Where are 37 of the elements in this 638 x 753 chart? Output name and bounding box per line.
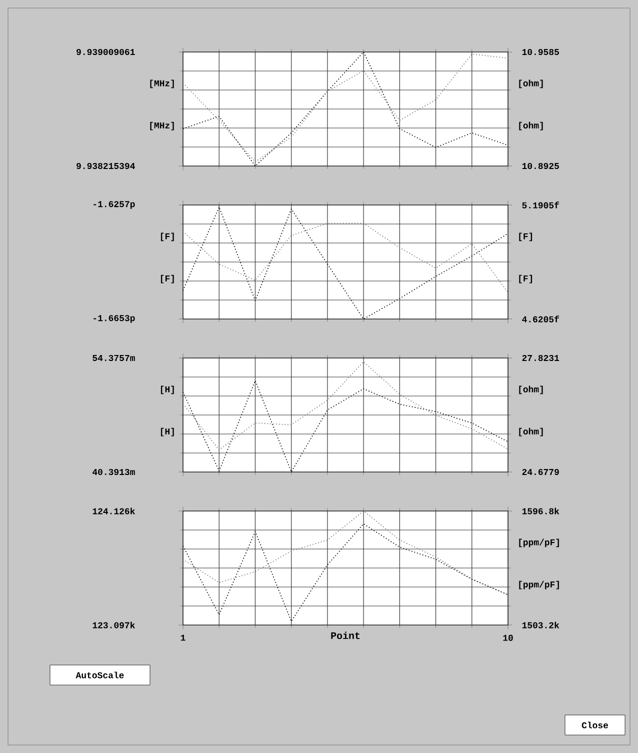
y2-axis-title: [ohm] [519, 80, 543, 88]
text: AutoScale [76, 672, 124, 678]
text: [F] [519, 274, 532, 284]
y-tick-label: 9.938215394 [76, 162, 135, 170]
text: [H] [160, 428, 174, 436]
y2-tick-label: 24.6779 [522, 468, 559, 476]
y-axis-title: [H] [160, 386, 174, 394]
x-axis-title: Point [331, 632, 360, 640]
y-tick-label: 124.126k [92, 508, 135, 514]
text: [F] [160, 274, 174, 284]
y-axis-title: [F] [160, 232, 174, 242]
y-tick-label: 123.097k [92, 622, 135, 628]
y2-tick-label: 1503.2k [522, 622, 560, 628]
y-tick-label: 40.3913m [92, 468, 135, 476]
line-series [182, 361, 508, 450]
y2-tick-label: 10.8925 [522, 162, 559, 170]
text: [MHz] [150, 122, 174, 130]
x-tick-label: 10 [503, 634, 513, 641]
y2-axis-title: [ohm] [519, 386, 543, 394]
y-tick-label: -1.6653p [94, 315, 135, 323]
y2-tick-label: 4.6205f [522, 316, 559, 322]
line-series [182, 222, 508, 293]
y-tick-label: 54.3757m [92, 354, 135, 362]
y2-tick-label: 10.9585 [522, 48, 559, 56]
y2-axis-title: [F] [519, 232, 532, 242]
y-axis-title: [MHz] [150, 80, 174, 88]
y2-tick-label: 1596.8k [522, 508, 560, 514]
text: [ohm] [519, 122, 543, 130]
y2-tick-label: 27.8231 [522, 354, 560, 362]
text: [ohm] [519, 428, 543, 436]
text: [ppm/pF] [519, 580, 559, 590]
x-tick-label: 1 [180, 634, 186, 641]
y-tick-label: -1.6257p [94, 201, 135, 209]
text: Close [582, 722, 608, 728]
y2-axis-title: [ppm/pF] [519, 538, 559, 548]
y2-tick-label: 5.1905f [522, 202, 559, 208]
y-tick-label: 9.939009061 [76, 48, 135, 56]
